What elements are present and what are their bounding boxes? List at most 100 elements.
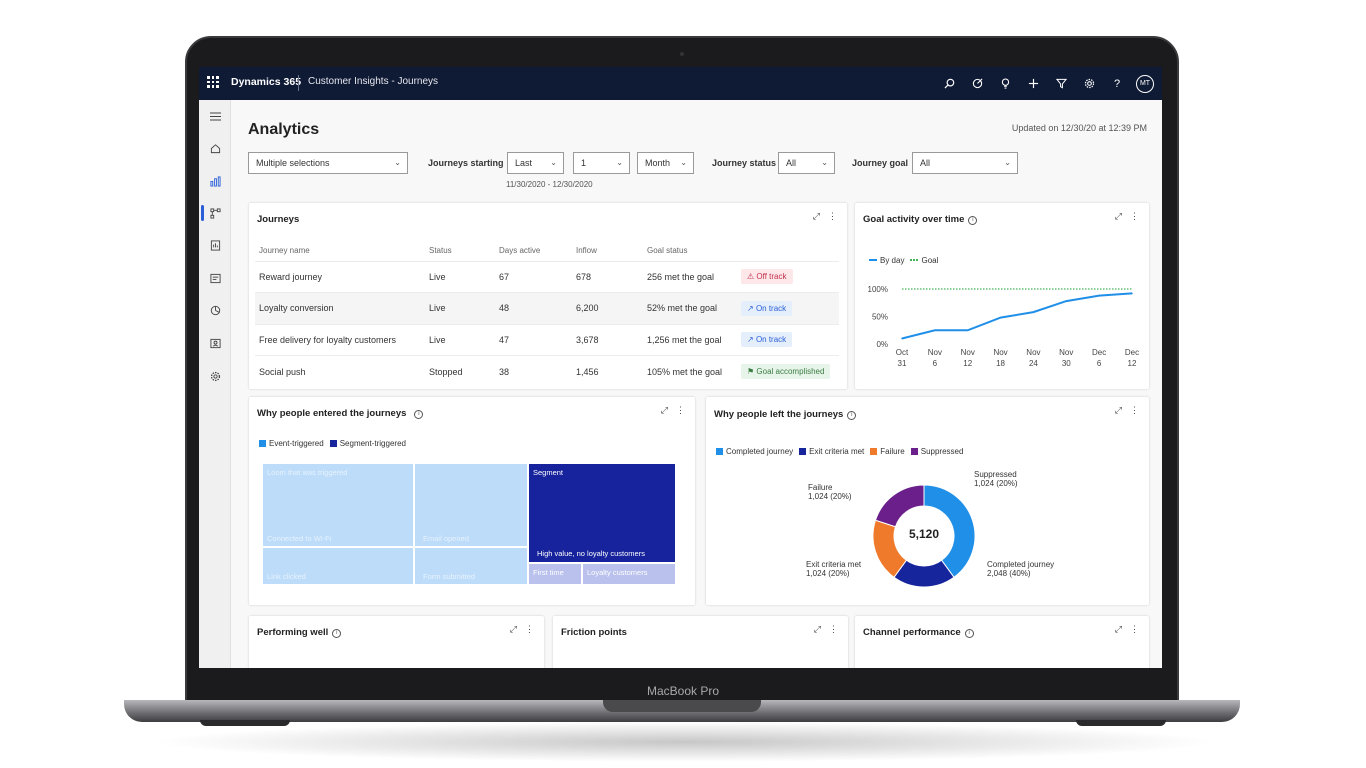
search-icon[interactable]: [940, 75, 958, 93]
page-title: Analytics: [248, 121, 320, 138]
table-row[interactable]: Free delivery for loyalty customers Live…: [255, 323, 839, 356]
selection-dropdown[interactable]: Multiple selections ⌄: [248, 152, 408, 174]
journey-status: Live: [425, 260, 495, 293]
home-icon[interactable]: [207, 140, 223, 156]
info-icon[interactable]: i: [847, 411, 857, 420]
legend-item: Failure: [870, 447, 905, 456]
chart-legend: Event-triggered Segment-triggered: [259, 439, 406, 448]
card-actions: ⤢ ⋮: [510, 624, 534, 635]
slice-completed[interactable]: [923, 484, 976, 578]
expand-icon[interactable]: ⤢: [1114, 624, 1122, 634]
x-tick-label: 24: [1029, 359, 1038, 368]
column-header[interactable]: Goal status: [647, 246, 688, 256]
info-icon[interactable]: i: [968, 216, 978, 225]
journey-goal-dropdown[interactable]: All ⌄: [912, 152, 1018, 174]
more-icon[interactable]: ⋮: [828, 211, 837, 221]
expand-icon[interactable]: ⤢: [813, 624, 821, 634]
help-icon[interactable]: ?: [1113, 77, 1121, 90]
treemap-label: Connected to Wi-Fi: [267, 534, 332, 543]
filter-icon[interactable]: [1052, 75, 1070, 93]
more-icon[interactable]: ⋮: [676, 405, 685, 415]
expand-icon[interactable]: ⤢: [1114, 405, 1122, 415]
legend-label: Suppressed: [920, 447, 964, 456]
card-actions: ⤢ ⋮: [661, 405, 685, 416]
journey-name[interactable]: Loyalty conversion: [255, 292, 425, 324]
info-icon[interactable]: i: [414, 410, 424, 419]
card-actions: ⤢ ⋮: [1115, 405, 1139, 416]
camera: [680, 52, 684, 56]
expand-icon[interactable]: ⤢: [1114, 211, 1122, 221]
table-row[interactable]: Reward journey Live 67 678 256 met the g…: [255, 260, 839, 293]
brand-name[interactable]: Dynamics 365: [231, 76, 302, 88]
card-title-text: Performing well: [257, 627, 329, 638]
app-launcher-icon[interactable]: [207, 76, 219, 88]
legend-label: Exit criteria met: [809, 447, 865, 456]
app-title: Customer Insights - Journeys: [308, 76, 439, 87]
treemap: Loom that was triggered Connected to Wi-…: [263, 464, 677, 584]
treemap-cell[interactable]: Link clicked: [263, 548, 413, 584]
settings-icon[interactable]: [207, 368, 223, 384]
laptop-foot: [200, 720, 290, 726]
lightbulb-icon[interactable]: [996, 75, 1014, 93]
info-icon[interactable]: i: [332, 629, 342, 638]
column-header[interactable]: Journey name: [259, 246, 310, 256]
expand-icon[interactable]: ⤢: [812, 211, 820, 221]
column-header[interactable]: Days active: [499, 246, 541, 256]
journeys-card: Journeys ⤢ ⋮ Journey name Status Days ac…: [249, 203, 847, 389]
treemap-label: Segment: [533, 468, 564, 477]
analytics-icon[interactable]: [207, 173, 223, 189]
journey-name[interactable]: Reward journey: [255, 260, 425, 293]
x-tick-label: Nov: [1059, 348, 1073, 357]
treemap-cell[interactable]: Email opened: [415, 464, 527, 546]
donut-label-suppressed: Suppressed 1,024 (20%): [974, 470, 1018, 488]
column-header[interactable]: Inflow: [576, 246, 597, 256]
column-header[interactable]: Status: [429, 246, 452, 256]
legend-item: Event-triggered: [259, 439, 324, 448]
journey-name[interactable]: Social push: [255, 355, 425, 387]
period-count-dropdown[interactable]: 1 ⌄: [573, 152, 630, 174]
card-title: Performing well i: [257, 627, 342, 638]
treemap-cell[interactable]: Form submitted: [415, 548, 527, 584]
slice-suppressed[interactable]: [874, 484, 925, 528]
period-count-value: 1: [581, 158, 587, 168]
treemap-label: Email opened: [423, 534, 469, 543]
treemap-cell[interactable]: Loyalty customers: [583, 564, 675, 584]
contacts-icon[interactable]: [207, 335, 223, 351]
treemap-cell[interactable]: Loom that was triggered Connected to Wi-…: [263, 464, 413, 546]
avatar[interactable]: MT: [1136, 74, 1154, 93]
card-actions: ⤢ ⋮: [1115, 624, 1139, 635]
forms-icon[interactable]: [207, 270, 223, 286]
y-tick-label: 0%: [876, 340, 888, 349]
period-type-value: Last: [515, 158, 533, 168]
period-unit-dropdown[interactable]: Month ⌄: [637, 152, 694, 174]
more-icon[interactable]: ⋮: [1130, 624, 1139, 634]
card-actions: ⤢ ⋮: [814, 624, 838, 635]
period-type-dropdown[interactable]: Last ⌄: [507, 152, 564, 174]
expand-icon[interactable]: ⤢: [509, 624, 517, 634]
status-badge: ⚑ Goal accomplished: [741, 364, 831, 379]
hamburger-icon[interactable]: [207, 108, 223, 124]
x-tick-label: 6: [1097, 359, 1102, 368]
more-icon[interactable]: ⋮: [1130, 211, 1139, 221]
target-icon[interactable]: [968, 75, 986, 93]
segments-icon[interactable]: [207, 302, 223, 318]
card-title-text: Why people left the journeys: [714, 409, 844, 420]
treemap-cell[interactable]: Segment High value, no loyalty customers: [529, 464, 675, 562]
journeys-icon[interactable]: [207, 205, 223, 221]
column-header: [737, 241, 839, 261]
more-icon[interactable]: ⋮: [1130, 405, 1139, 415]
report-icon[interactable]: [207, 237, 223, 253]
plus-icon[interactable]: [1024, 75, 1042, 93]
table-row[interactable]: Social push Stopped 38 1,456 105% met th…: [255, 355, 839, 387]
gear-icon[interactable]: [1080, 75, 1098, 93]
expand-icon[interactable]: ⤢: [660, 405, 668, 415]
more-icon[interactable]: ⋮: [525, 624, 534, 634]
treemap-cell[interactable]: First time: [529, 564, 581, 584]
more-icon[interactable]: ⋮: [829, 624, 838, 634]
journey-name[interactable]: Free delivery for loyalty customers: [255, 323, 425, 356]
journey-status-dropdown[interactable]: All ⌄: [778, 152, 835, 174]
trend-up-icon: ↗: [747, 335, 756, 345]
treemap-label: Form submitted: [423, 572, 476, 581]
info-icon[interactable]: i: [964, 629, 974, 638]
table-row[interactable]: Loyalty conversion Live 48 6,200 52% met…: [255, 292, 839, 324]
